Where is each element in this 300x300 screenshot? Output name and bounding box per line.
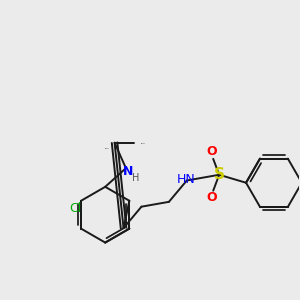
Text: O: O <box>206 191 217 204</box>
Text: methyl: methyl <box>141 143 146 144</box>
Text: O: O <box>206 146 217 158</box>
Text: methyl: methyl <box>135 141 140 142</box>
Text: S: S <box>214 167 225 182</box>
Text: N: N <box>123 165 133 178</box>
Text: H: H <box>132 173 140 183</box>
Text: HN: HN <box>176 173 195 186</box>
Text: methyl: methyl <box>104 148 109 149</box>
Text: Cl: Cl <box>69 202 81 215</box>
